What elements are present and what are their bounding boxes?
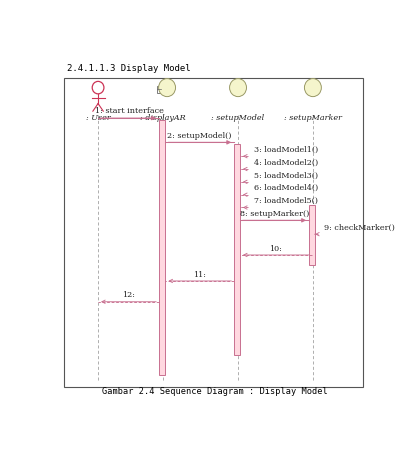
Text: 5: loadModel3(): 5: loadModel3() <box>255 171 318 180</box>
Text: 11:: 11: <box>193 270 206 279</box>
Text: 2.4.1.1.3 Display Model: 2.4.1.1.3 Display Model <box>67 64 191 73</box>
Text: 1: start interface: 1: start interface <box>94 108 163 115</box>
Bar <box>157 86 161 93</box>
Text: 8: setupMarker(): 8: setupMarker() <box>240 210 309 217</box>
Text: 7: loadModel5(): 7: loadModel5() <box>255 197 318 205</box>
Text: 2: setupModel(): 2: setupModel() <box>168 131 232 140</box>
Circle shape <box>230 79 247 97</box>
Text: 9: checkMarker(): 9: checkMarker() <box>324 224 395 232</box>
Bar <box>64 78 363 387</box>
Text: 12:: 12: <box>123 291 136 299</box>
Text: 6: loadModel4(): 6: loadModel4() <box>255 184 318 192</box>
Text: 10:: 10: <box>269 244 282 252</box>
Text: Gambar 2.4 Sequence Diagram : Display Model: Gambar 2.4 Sequence Diagram : Display Mo… <box>102 387 328 396</box>
Text: 3: loadModel1(): 3: loadModel1() <box>255 146 318 154</box>
Bar <box>234 144 240 356</box>
Text: : setupModel: : setupModel <box>212 114 265 122</box>
Bar <box>159 120 165 374</box>
Text: 4: loadModel2(): 4: loadModel2() <box>255 158 318 166</box>
Text: : User: : User <box>86 114 110 122</box>
Bar <box>309 205 315 266</box>
Text: : displayAR: : displayAR <box>140 114 186 122</box>
Text: : setupMarker: : setupMarker <box>284 114 342 122</box>
Circle shape <box>304 79 321 97</box>
Circle shape <box>159 79 176 97</box>
